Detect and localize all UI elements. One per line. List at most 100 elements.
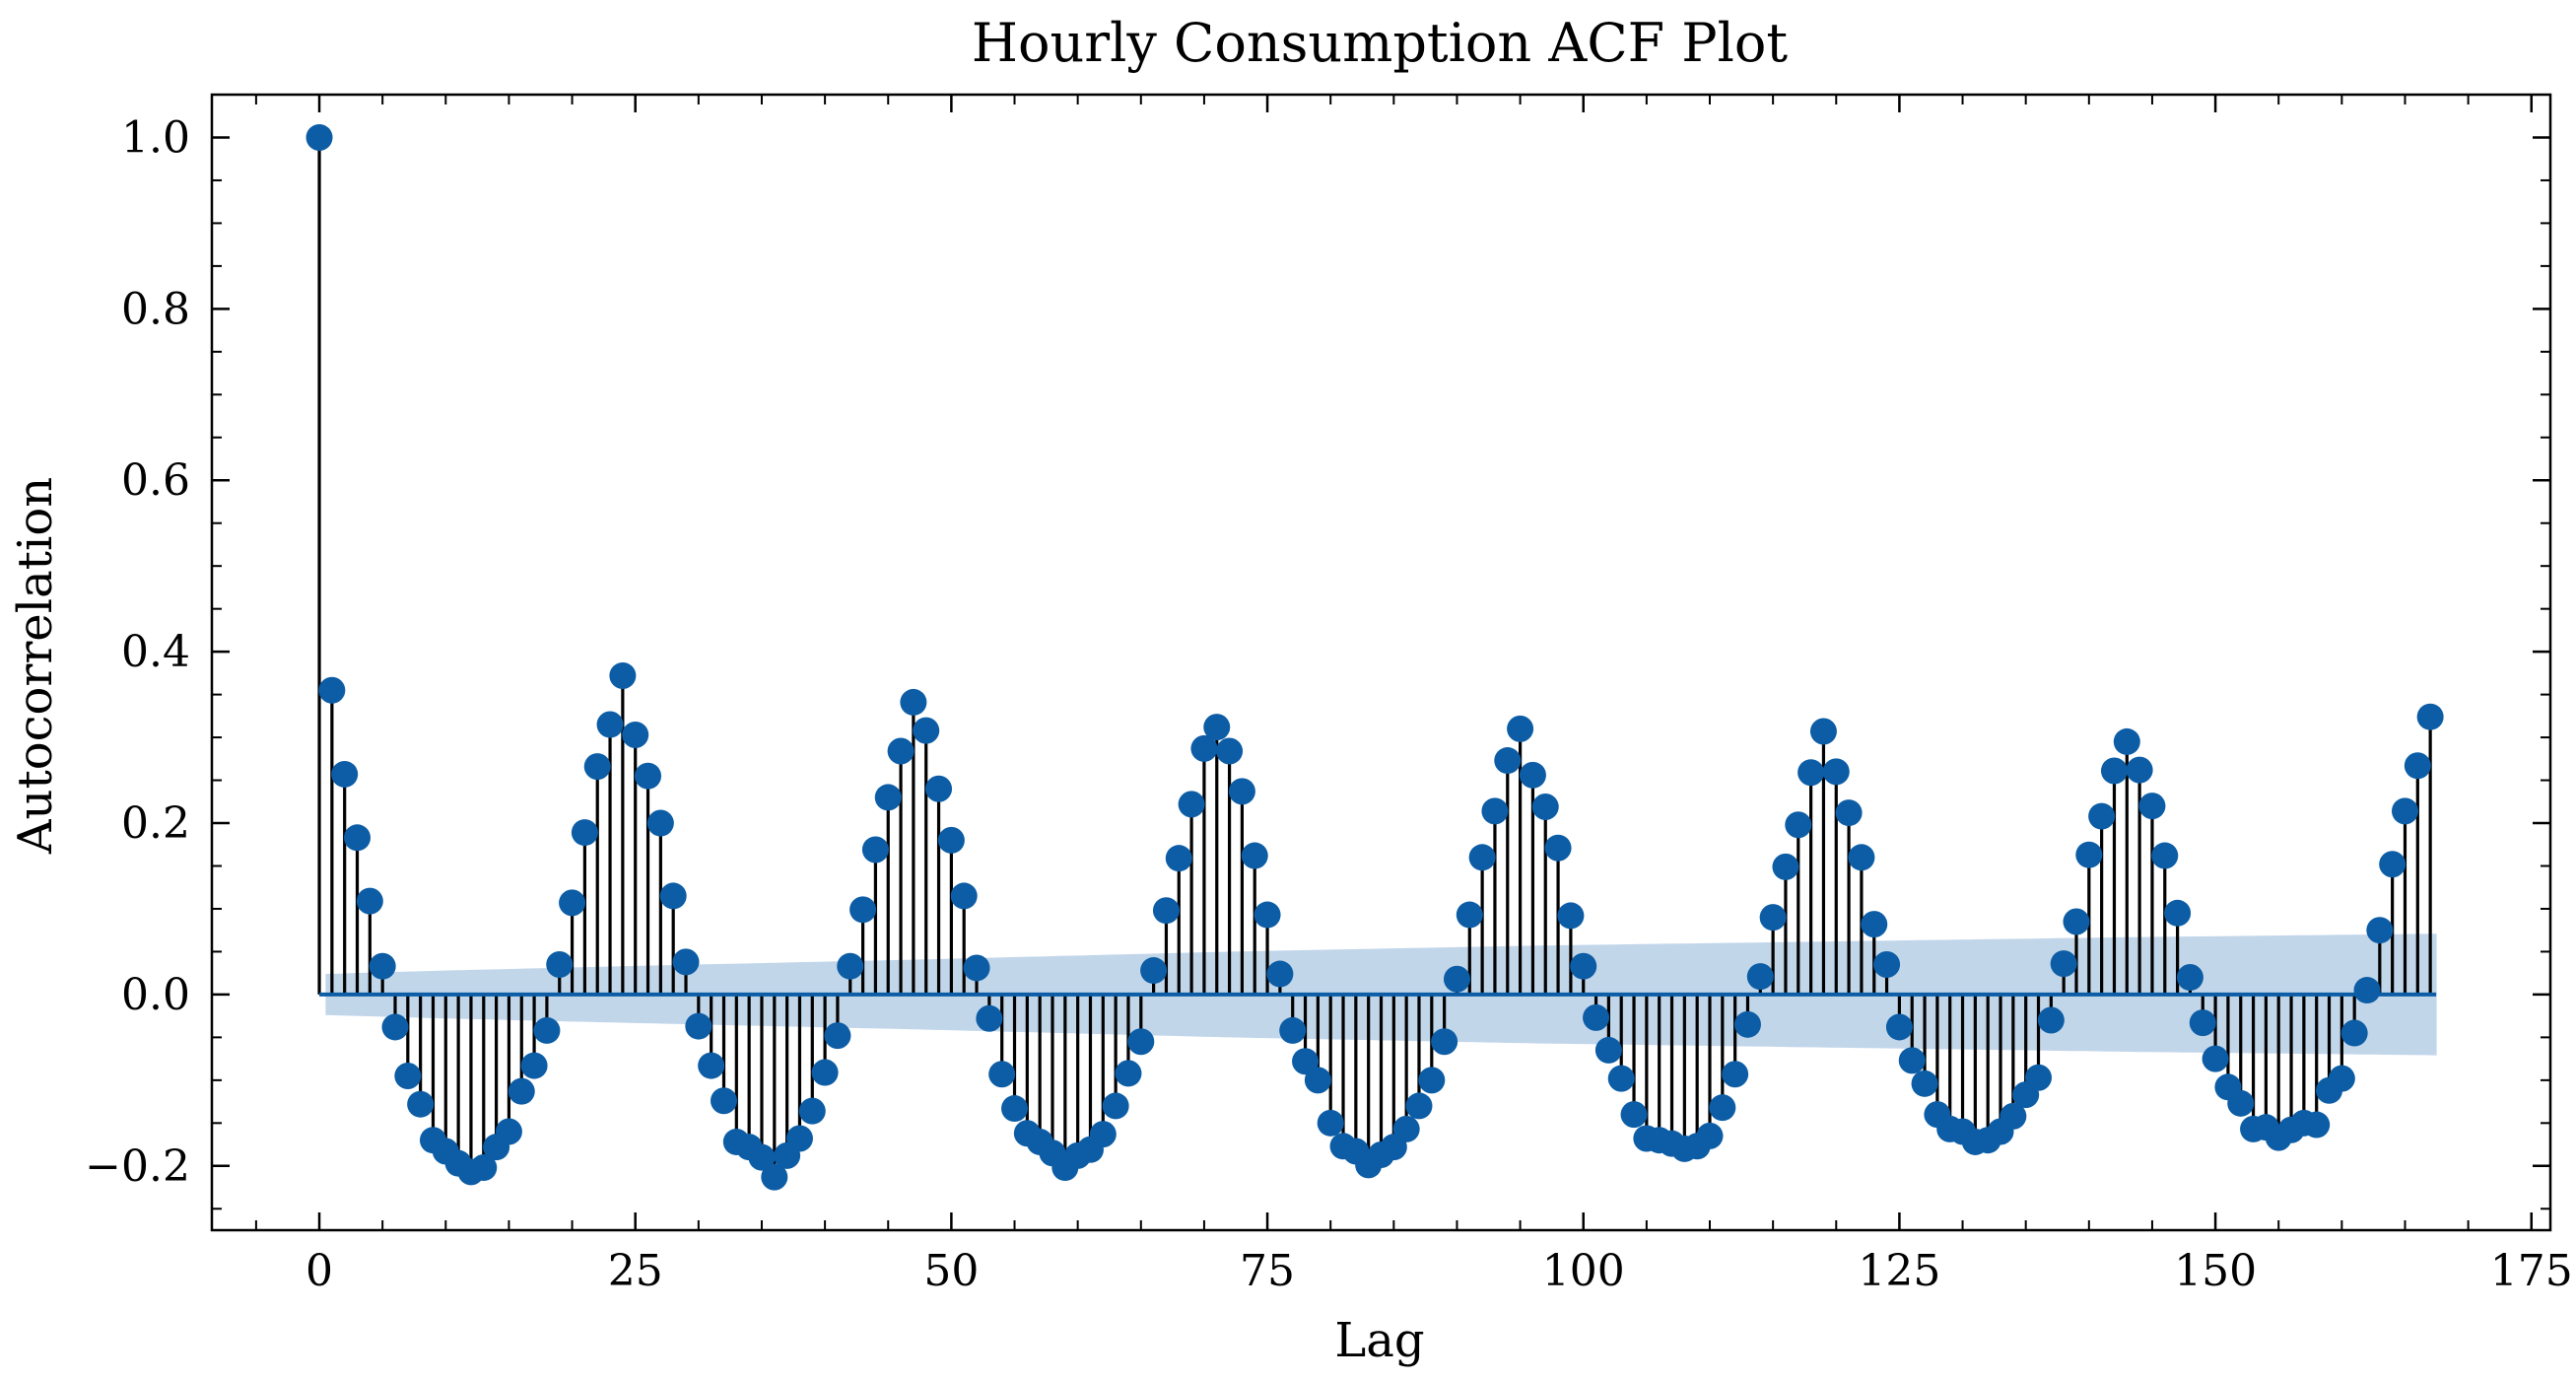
acf-point (1431, 1028, 1458, 1056)
acf-point (1911, 1070, 1938, 1097)
acf-point (1594, 1036, 1622, 1064)
acf-point (1494, 747, 1522, 775)
acf-point (976, 1004, 1003, 1032)
acf-point (2176, 964, 2203, 992)
acf-point (2113, 727, 2140, 755)
acf-point (646, 809, 674, 837)
acf-point (2063, 908, 2090, 935)
acf-point (1557, 902, 1585, 930)
acf-point (635, 762, 662, 790)
acf-point (407, 1090, 435, 1118)
acf-point (1848, 844, 1875, 871)
acf-point (2138, 793, 2166, 820)
acf-point (2189, 1009, 2216, 1037)
acf-point (1531, 793, 1559, 820)
acf-point (849, 896, 877, 924)
acf-point (1898, 1047, 1926, 1074)
acf-point (1797, 759, 1825, 787)
acf-point (1089, 1121, 1117, 1148)
acf-point (1481, 797, 1509, 825)
y-tick-label: 0.6 (121, 455, 190, 506)
acf-point (1507, 715, 1534, 742)
acf-point (1001, 1095, 1029, 1123)
acf-point (305, 123, 333, 151)
acf-point (2227, 1089, 2255, 1117)
plot-frame (210, 93, 2552, 1232)
tick-layer: 0 25 50 75 100 125 150 175 −0.2 0.0 0.2 0.4 0.6 0.8 1.… (85, 94, 2573, 1296)
acf-point (2303, 1111, 2331, 1139)
x-tick-label: 0 (305, 1246, 333, 1296)
acf-point (811, 1059, 839, 1086)
acf-point (2379, 851, 2407, 878)
acf-point (2000, 1102, 2027, 1130)
acf-point (837, 952, 864, 980)
acf-point (1102, 1092, 1129, 1120)
acf-point (533, 1016, 561, 1044)
acf-point (698, 1052, 725, 1079)
acf-point (546, 950, 574, 978)
y-tick-label: 0.4 (121, 627, 190, 677)
acf-point (1468, 844, 1496, 871)
chart-title: Hourly Consumption ACF Plot (972, 12, 1788, 74)
acf-point (937, 826, 965, 854)
acf-point (2353, 977, 2381, 1004)
acf-point (470, 1154, 498, 1182)
acf-point (1885, 1013, 1913, 1041)
acf-point (1216, 737, 1244, 765)
acf-point (874, 784, 902, 811)
acf-point (1772, 853, 1799, 880)
plot-frame-layer (210, 93, 2552, 1232)
acf-point (988, 1061, 1016, 1088)
acf-point (1809, 718, 1837, 745)
acf-point (2100, 757, 2128, 785)
acf-point (2088, 802, 2116, 830)
acf-point (1203, 714, 1231, 741)
acf-point (1861, 911, 1888, 938)
acf-point (318, 676, 346, 704)
acf-point (861, 836, 889, 863)
acf-point (1759, 904, 1787, 932)
acf-point (1570, 952, 1597, 980)
acf-point (1443, 965, 1470, 993)
acf-point (1418, 1067, 1446, 1094)
acf-point (798, 1097, 826, 1125)
acf-point (381, 1013, 409, 1041)
acf-point (369, 952, 396, 980)
acf-point (571, 819, 598, 847)
x-tick-label: 50 (923, 1246, 979, 1296)
acf-point (508, 1077, 535, 1105)
acf-point (963, 954, 990, 982)
acf-point (596, 711, 624, 738)
x-tick-label: 25 (608, 1246, 663, 1296)
acf-point (2151, 842, 2179, 869)
acf-point (761, 1163, 788, 1191)
acf-point (659, 882, 687, 910)
y-axis-label: Autocorrelation (8, 477, 63, 855)
acf-point (2025, 1064, 2053, 1091)
acf-point (1722, 1061, 1749, 1088)
acf-point (2416, 703, 2444, 730)
acf-point (1733, 1010, 1761, 1038)
x-tick-label: 100 (1542, 1246, 1625, 1296)
x-tick-label: 175 (2490, 1246, 2573, 1296)
acf-point (356, 887, 383, 915)
acf-point (1607, 1065, 1635, 1092)
acf-point (1392, 1115, 1420, 1142)
acf-point (609, 661, 637, 689)
label-layer: Hourly Consumption ACF Plot Lag Autocorr… (8, 12, 1788, 1368)
acf-point (913, 717, 940, 744)
acf-point (622, 721, 649, 748)
acf-point (748, 1143, 776, 1171)
acf-point (1835, 799, 1863, 827)
acf-point (2050, 950, 2077, 978)
acf-point (1241, 842, 1268, 869)
acf-point (824, 1022, 851, 1050)
acf-point (1152, 897, 1180, 925)
acf-point (559, 889, 586, 917)
y-tick-label: 0.8 (121, 284, 190, 334)
acf-point (685, 1012, 712, 1040)
marker-layer (305, 123, 2444, 1191)
acf-point (785, 1125, 813, 1152)
acf-point (2404, 752, 2431, 780)
